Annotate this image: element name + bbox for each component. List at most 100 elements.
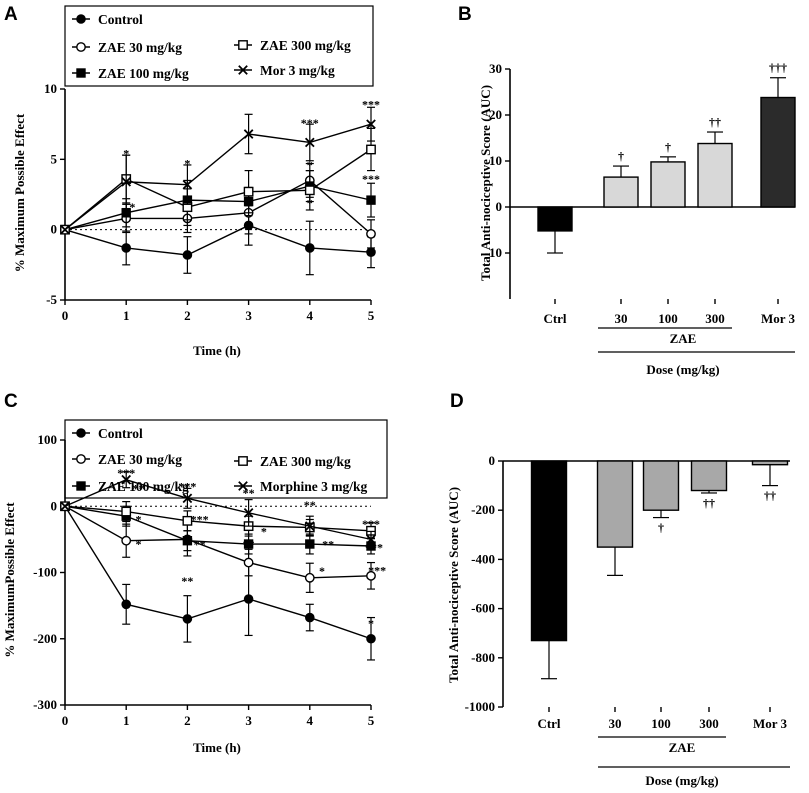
data-point (121, 506, 132, 517)
series-line (64, 123, 372, 231)
y-tick-label: -1000 (465, 699, 495, 714)
data-point (121, 599, 131, 610)
y-axis-label-c: % MaximumPossible Effect (2, 502, 17, 658)
x-tick-label: 3 (245, 308, 252, 323)
x-tick-label: Mor 3 (761, 311, 796, 326)
y-tick-label: 10 (489, 153, 502, 168)
y-tick-label: 0 (51, 222, 58, 237)
significance-mark: ** (322, 538, 334, 552)
data-point (182, 179, 193, 190)
significance-mark: *** (191, 513, 209, 527)
data-point (182, 250, 193, 260)
data-point (243, 508, 254, 518)
series-line (64, 185, 372, 231)
significance-mark: †† (703, 496, 715, 510)
significance-mark: †† (764, 489, 776, 503)
x-tick-label: Mor 3 (753, 716, 788, 731)
x-tick-label: 30 (615, 311, 628, 326)
data-point (304, 572, 315, 583)
significance-mark: *** (178, 479, 196, 493)
data-point (366, 247, 376, 257)
data-point (182, 515, 193, 526)
legend-marker (76, 42, 86, 52)
y-tick-label: 30 (489, 61, 502, 76)
significance-mark: *** (362, 172, 380, 186)
data-point (243, 557, 254, 568)
x-tick-label: 5 (368, 308, 375, 323)
data-point (243, 186, 254, 197)
y-tick-label: -10 (485, 245, 502, 260)
x-tick-label: 1 (123, 308, 130, 323)
significance-mark: * (307, 158, 313, 172)
legend-marker (76, 68, 86, 78)
data-point (121, 474, 132, 485)
plot-area-d: -1000 -800 -600 -400 -200 0 Ctrl 30 † 100 †† 300 †† M… (465, 453, 790, 768)
data-point (121, 243, 131, 253)
x-tick-label: 2 (184, 308, 191, 323)
data-point (243, 594, 254, 604)
significance-mark: † (658, 521, 664, 535)
legend-marker (76, 454, 86, 464)
data-point (182, 493, 193, 504)
data-point (121, 177, 132, 187)
data-point (366, 570, 376, 581)
data-point (243, 129, 254, 139)
significance-mark: ** (181, 574, 193, 588)
legend-marker (76, 481, 86, 491)
x-tick-label: 0 (62, 308, 69, 323)
data-point (60, 501, 70, 512)
series-line (64, 224, 372, 256)
series-line (64, 179, 372, 235)
legend-label: ZAE 30 mg/kg (98, 40, 182, 55)
y-tick-label: 5 (51, 151, 58, 166)
bar (530, 460, 568, 642)
series-line (64, 505, 372, 640)
significance-mark: *** (301, 116, 319, 130)
y-axis-label-a: % Maximum Possible Effect (12, 113, 27, 272)
significance-mark: *** (362, 97, 380, 111)
data-point (366, 119, 376, 130)
bar (537, 206, 573, 232)
data-point (60, 224, 70, 235)
significance-mark: ** (243, 486, 255, 500)
x-axis-label-d: Dose (mg/kg) (645, 773, 718, 788)
significance-mark: ††† (769, 61, 787, 75)
y-tick-label: -100 (33, 565, 57, 580)
y-tick-label: -300 (33, 697, 57, 712)
y-tick-label: -5 (46, 292, 57, 307)
x-tick-label: 100 (658, 311, 678, 326)
group-label-d: ZAE (669, 740, 696, 755)
legend-label: Morphine 3 mg/kg (260, 479, 368, 494)
significance-mark: ** (132, 481, 144, 495)
y-tick-label: -800 (471, 650, 495, 665)
significance-mark: * (368, 617, 374, 631)
significance-mark: † (665, 140, 671, 154)
bar (596, 460, 634, 548)
data-point (304, 185, 315, 196)
series-line (64, 148, 372, 231)
significance-mark: * (135, 513, 141, 527)
significance-mark: * (319, 564, 325, 578)
data-point (182, 536, 193, 546)
significance-mark: * (123, 147, 129, 161)
bar (697, 142, 733, 208)
chart-d: -1000 -800 -600 -400 -200 0 Ctrl 30 † 100 †† 300 †† M… (446, 453, 790, 788)
data-point (304, 243, 315, 253)
panel-letter-a: A (4, 4, 18, 25)
x-axis-label-a: Time (h) (193, 343, 241, 358)
y-tick-label: -200 (471, 502, 495, 517)
significance-mark: *** (368, 564, 386, 578)
x-tick-label: 0 (62, 713, 69, 728)
x-tick-label: 2 (184, 713, 191, 728)
series-line (64, 479, 372, 541)
legend-label: ZAE 300 mg/kg (260, 38, 351, 53)
significance-mark: * (261, 524, 267, 538)
significance-mark: ** (243, 538, 255, 552)
data-point (366, 228, 376, 239)
x-axis-label-b: Dose (mg/kg) (646, 362, 719, 377)
legend-box-c (64, 419, 388, 499)
data-point (366, 534, 376, 545)
